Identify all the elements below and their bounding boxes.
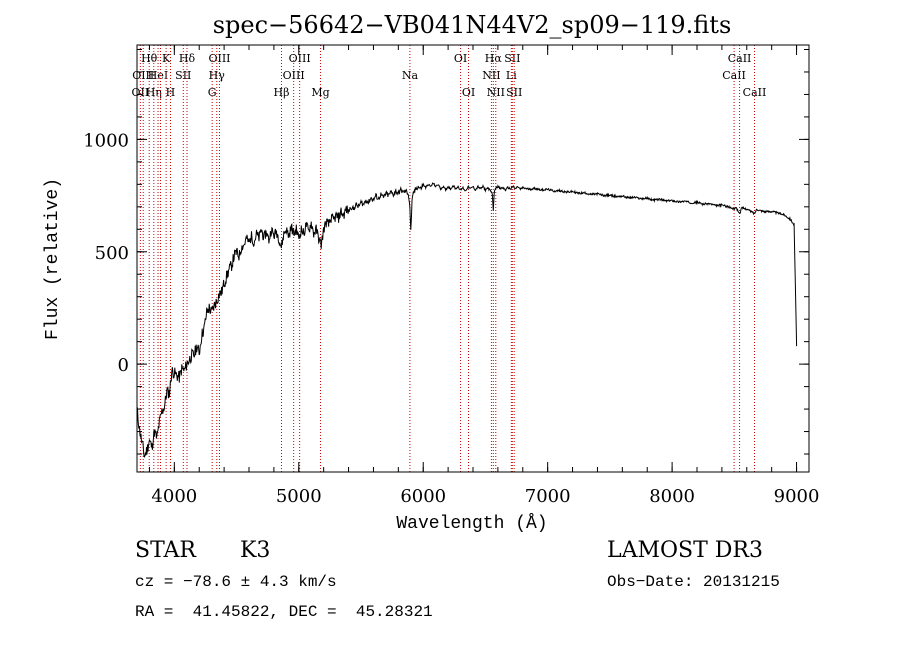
spectral-line-label: Hγ [209,69,226,82]
spectral-line-label: OI [462,86,475,99]
observation-date: Obs−Date: 20131215 [607,573,780,591]
x-tick-label: 6000 [400,486,446,507]
x-tick-label: 7000 [525,486,571,507]
spectral-line-label: Hθ [141,52,158,65]
spectral-line-label: OII [132,86,150,99]
survey-label: LAMOST DR3 [607,538,763,563]
spectral-line-label: Na [402,69,419,82]
chart-title: spec−56642−VB041N44V2_sp09−119.fits [213,11,732,39]
x-tick-label: 5000 [276,486,322,507]
spectral-line-label: HeI [148,69,168,82]
spectral-line-label: OIII [208,52,230,65]
y-axis-label: Flux (relative) [43,178,63,340]
spectral-line-label: Li [506,69,517,82]
spectral-line-label: Hη [146,86,162,99]
x-axis-label: Wavelength (Å) [396,513,547,534]
x-tick-label: 9000 [774,486,820,507]
redshift-velocity: cz = −78.6 ± 4.3 km/s [135,573,337,591]
spectral-line-label: SII [175,69,191,82]
spectral-line-label: H [166,86,176,99]
spectral-line-label: CaII [722,69,746,82]
spectral-line-label: Mg [311,86,329,99]
object-subclass: K3 [240,538,271,563]
spectral-line-label: SII [504,52,520,65]
spectral-line-label: K [162,52,171,65]
spectral-line-label: OIII [289,52,311,65]
y-tick-label: 1000 [83,130,129,151]
spectral-line-label: CaII [743,86,767,99]
object-class: STAR [135,538,196,563]
spectral-lines-layer: OIIOIIIHθHηHeIKHSIIHδGHγOIIIHβOIIIOIIIMg… [132,45,767,472]
ra-dec-coordinates: RA = 41.45822, DEC = 45.28321 [135,603,433,621]
spectral-line-label: Hδ [179,52,196,65]
x-tick-label: 8000 [649,486,695,507]
plot-frame [136,44,810,473]
spectral-line-label: OI [454,52,467,65]
spectrum-series-0 [136,182,798,458]
spectral-line-label: Hα [485,52,503,65]
spectral-line-label: CaII [728,52,752,65]
spectral-line-label: OIII [283,69,305,82]
x-tick-label: 4000 [151,486,197,507]
spectral-line-label: Hβ [274,86,290,99]
y-tick-label: 500 [95,243,129,264]
axes-layer: 4000 5000 6000 7000 8000 9000 0 500 1000 [83,44,820,507]
spectral-line-label: G [208,86,217,99]
spectrum-curve-layer [136,182,798,458]
spectral-line-label: NII [487,86,505,99]
y-tick-label: 0 [118,355,129,376]
spectral-line-label: NII [482,69,500,82]
spectral-line-label: SII [506,86,522,99]
